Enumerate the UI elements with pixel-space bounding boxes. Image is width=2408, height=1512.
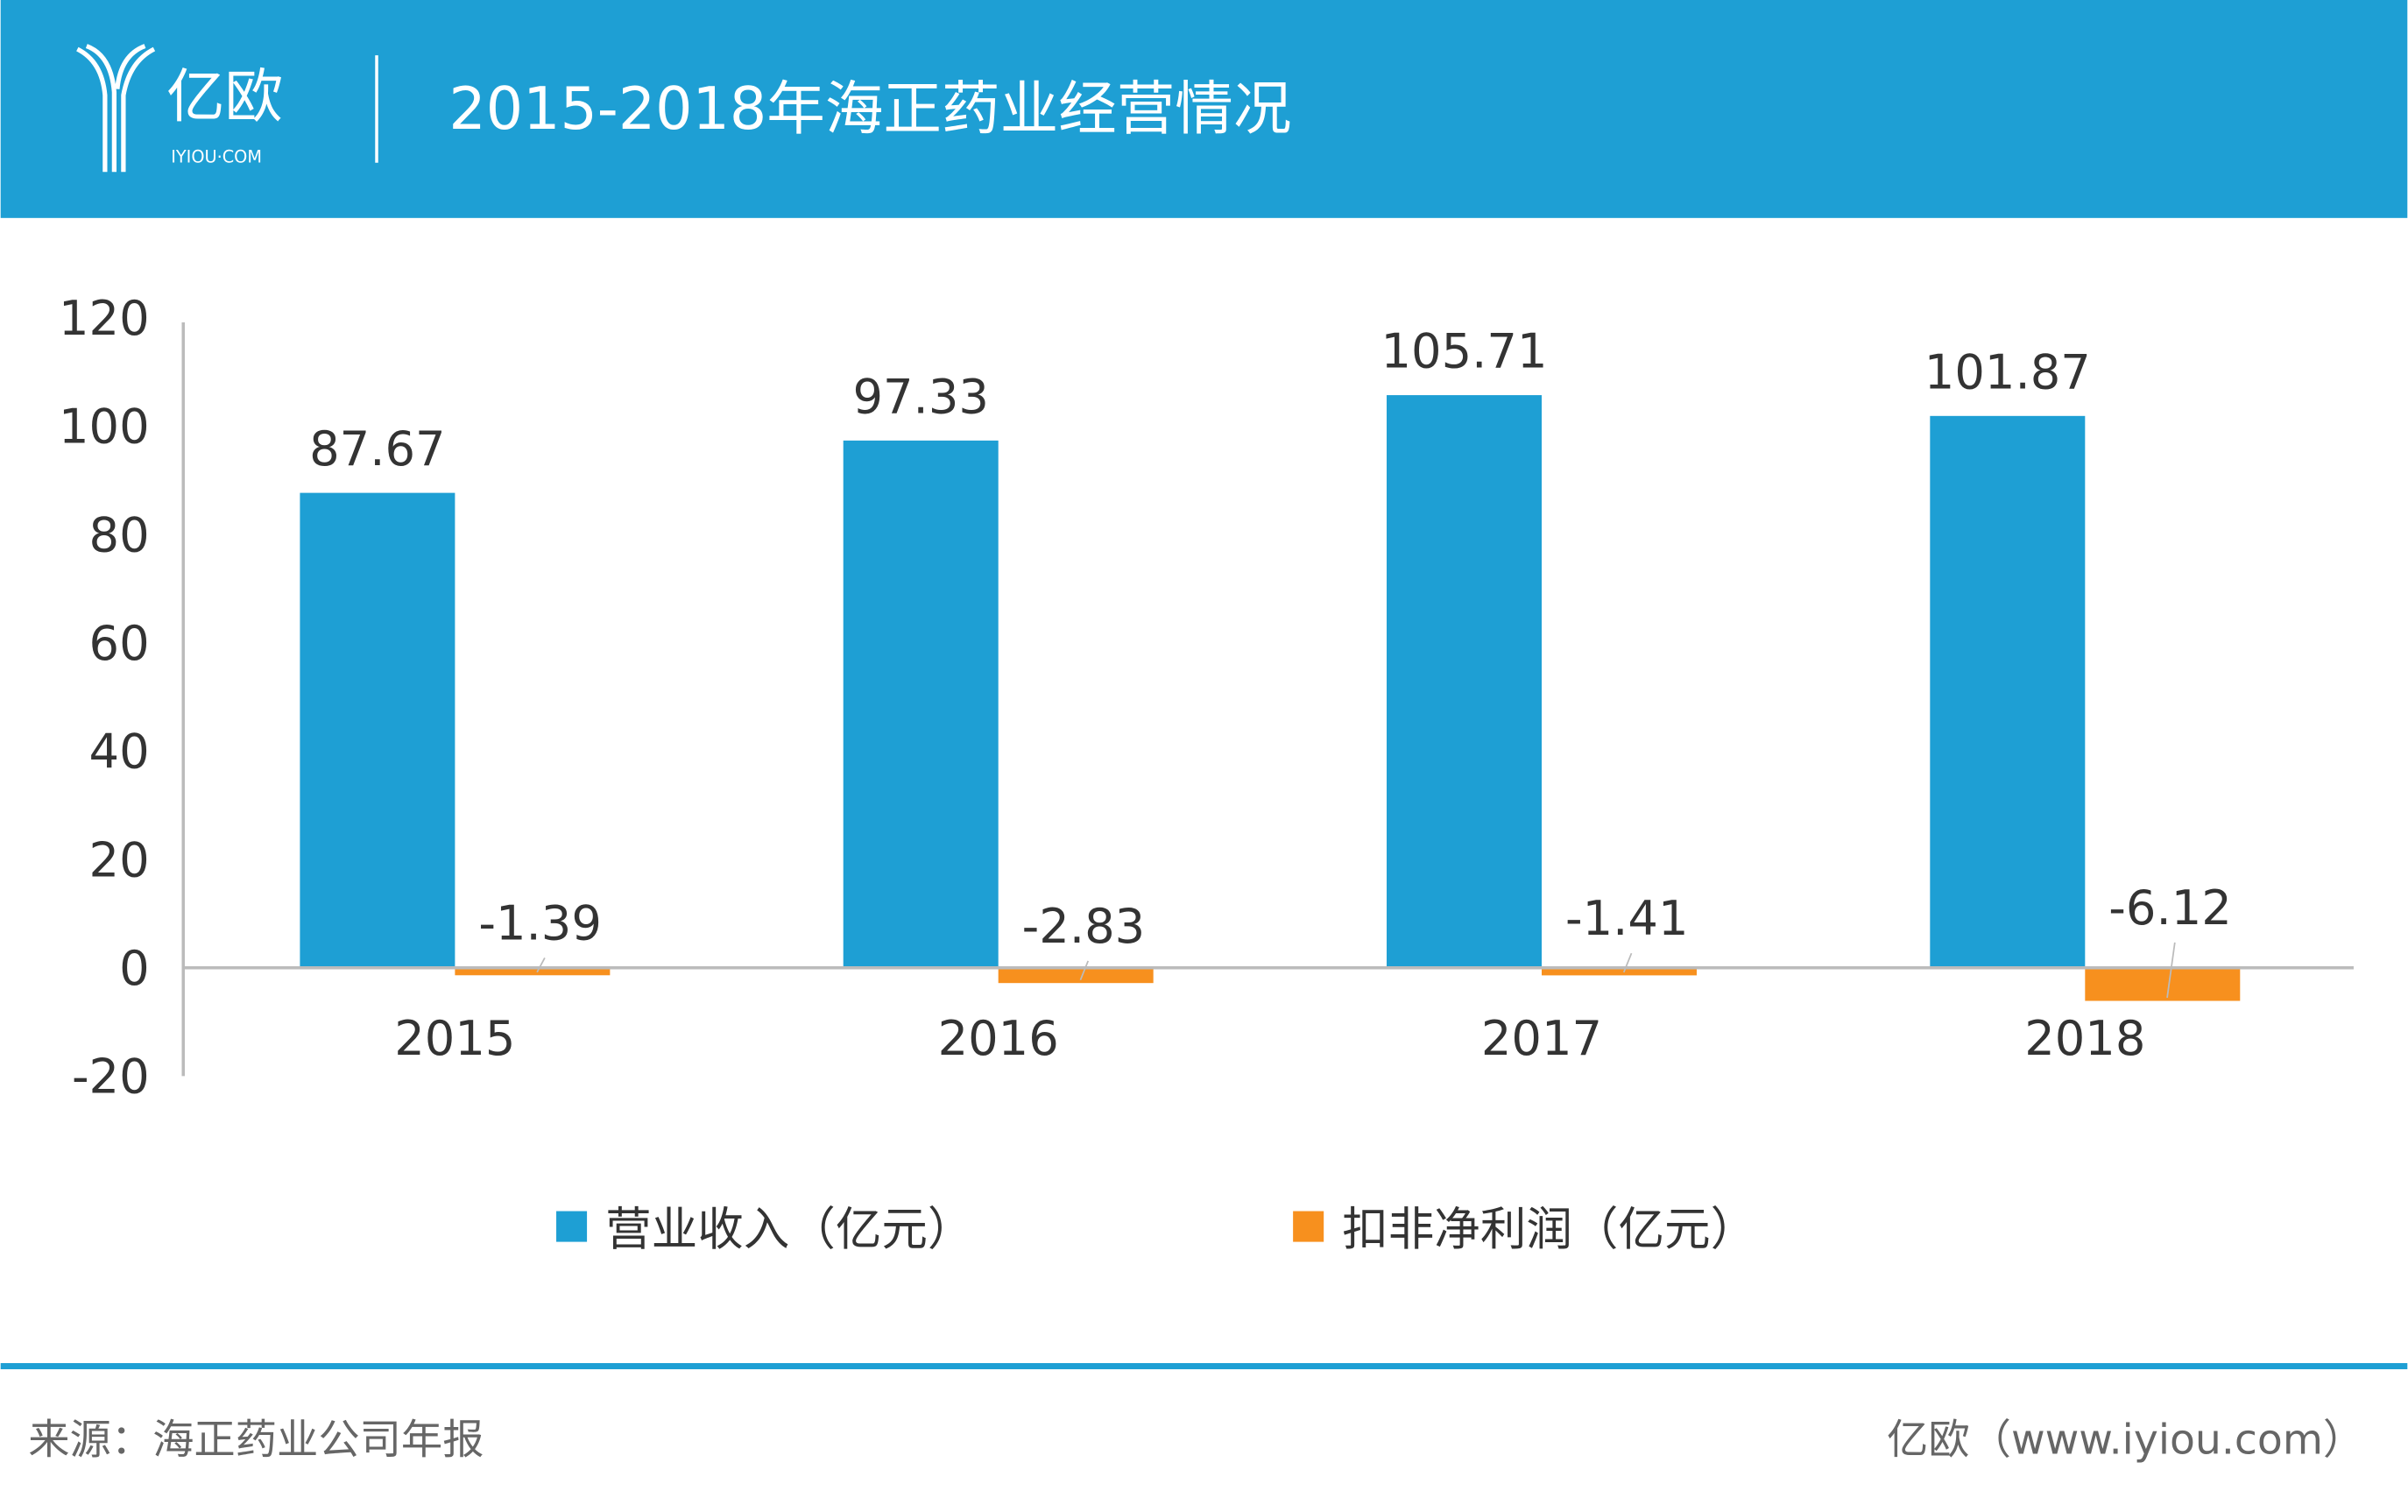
data-label-net-profit: -6.12 [2108,880,2232,936]
logo [76,44,156,173]
bar-chart: -20 0 20 40 60 80 100 120 87.67 -1.39 2015 97.33 -2.… [59,291,2354,1105]
credit-text: 亿欧（www.iyiou.com） [1887,1416,2364,1464]
legend: 营业收入（亿元） 扣非净利润（亿元） [556,1203,1756,1256]
bar-net-profit [455,967,611,976]
bar-revenue [300,492,455,968]
source-text: 来源：海正药业公司年报 [28,1416,484,1464]
y-tick-label: 0 [119,941,150,996]
legend-label-net-profit: 扣非净利润（亿元） [1342,1203,1756,1256]
leader-line [1079,960,1090,981]
data-label-net-profit: -1.39 [478,895,602,950]
y-tick-label: 40 [89,724,150,780]
x-tick-label: 2016 [938,1011,1059,1066]
bar-revenue [1930,415,2086,968]
bar-revenue [1387,395,1543,968]
bar-net-profit [998,967,1154,984]
data-label-revenue: 105.71 [1381,324,1547,379]
logo-mark-icon [76,44,156,173]
data-label-net-profit: -2.83 [1022,899,1146,954]
page-title: 2015-2018年海正药业经营情况 [448,74,1291,143]
y-tick-label: 120 [59,291,150,346]
leader-line [2166,942,2176,999]
y-tick-label: 100 [59,399,150,455]
bar-net-profit [2085,967,2241,1001]
bar-net-profit [1542,967,1697,976]
x-tick-label: 2015 [394,1011,515,1066]
legend-swatch-net-profit [1293,1211,1324,1242]
data-label-revenue: 97.33 [852,369,989,424]
bar-revenue [843,440,999,968]
y-tick-label: 20 [89,832,150,887]
y-tick-label: 60 [89,616,150,671]
legend-swatch-revenue [556,1211,588,1242]
data-label-net-profit: -1.41 [1565,891,1689,946]
x-tick-label: 2018 [2024,1011,2145,1066]
y-tick-label: 80 [89,507,150,562]
y-tick-label: -20 [72,1049,150,1105]
legend-label-revenue: 营业收入（亿元） [605,1203,973,1256]
footer-divider [0,1363,2408,1370]
header-bar [0,0,2408,218]
x-tick-label: 2017 [1481,1011,1602,1066]
leader-line [536,957,546,973]
data-label-revenue: 87.67 [309,421,446,477]
logo-subtext: IYIOU·COM [171,147,262,167]
logo-text: 亿欧 [166,62,283,131]
data-label-revenue: 101.87 [1924,344,2091,399]
